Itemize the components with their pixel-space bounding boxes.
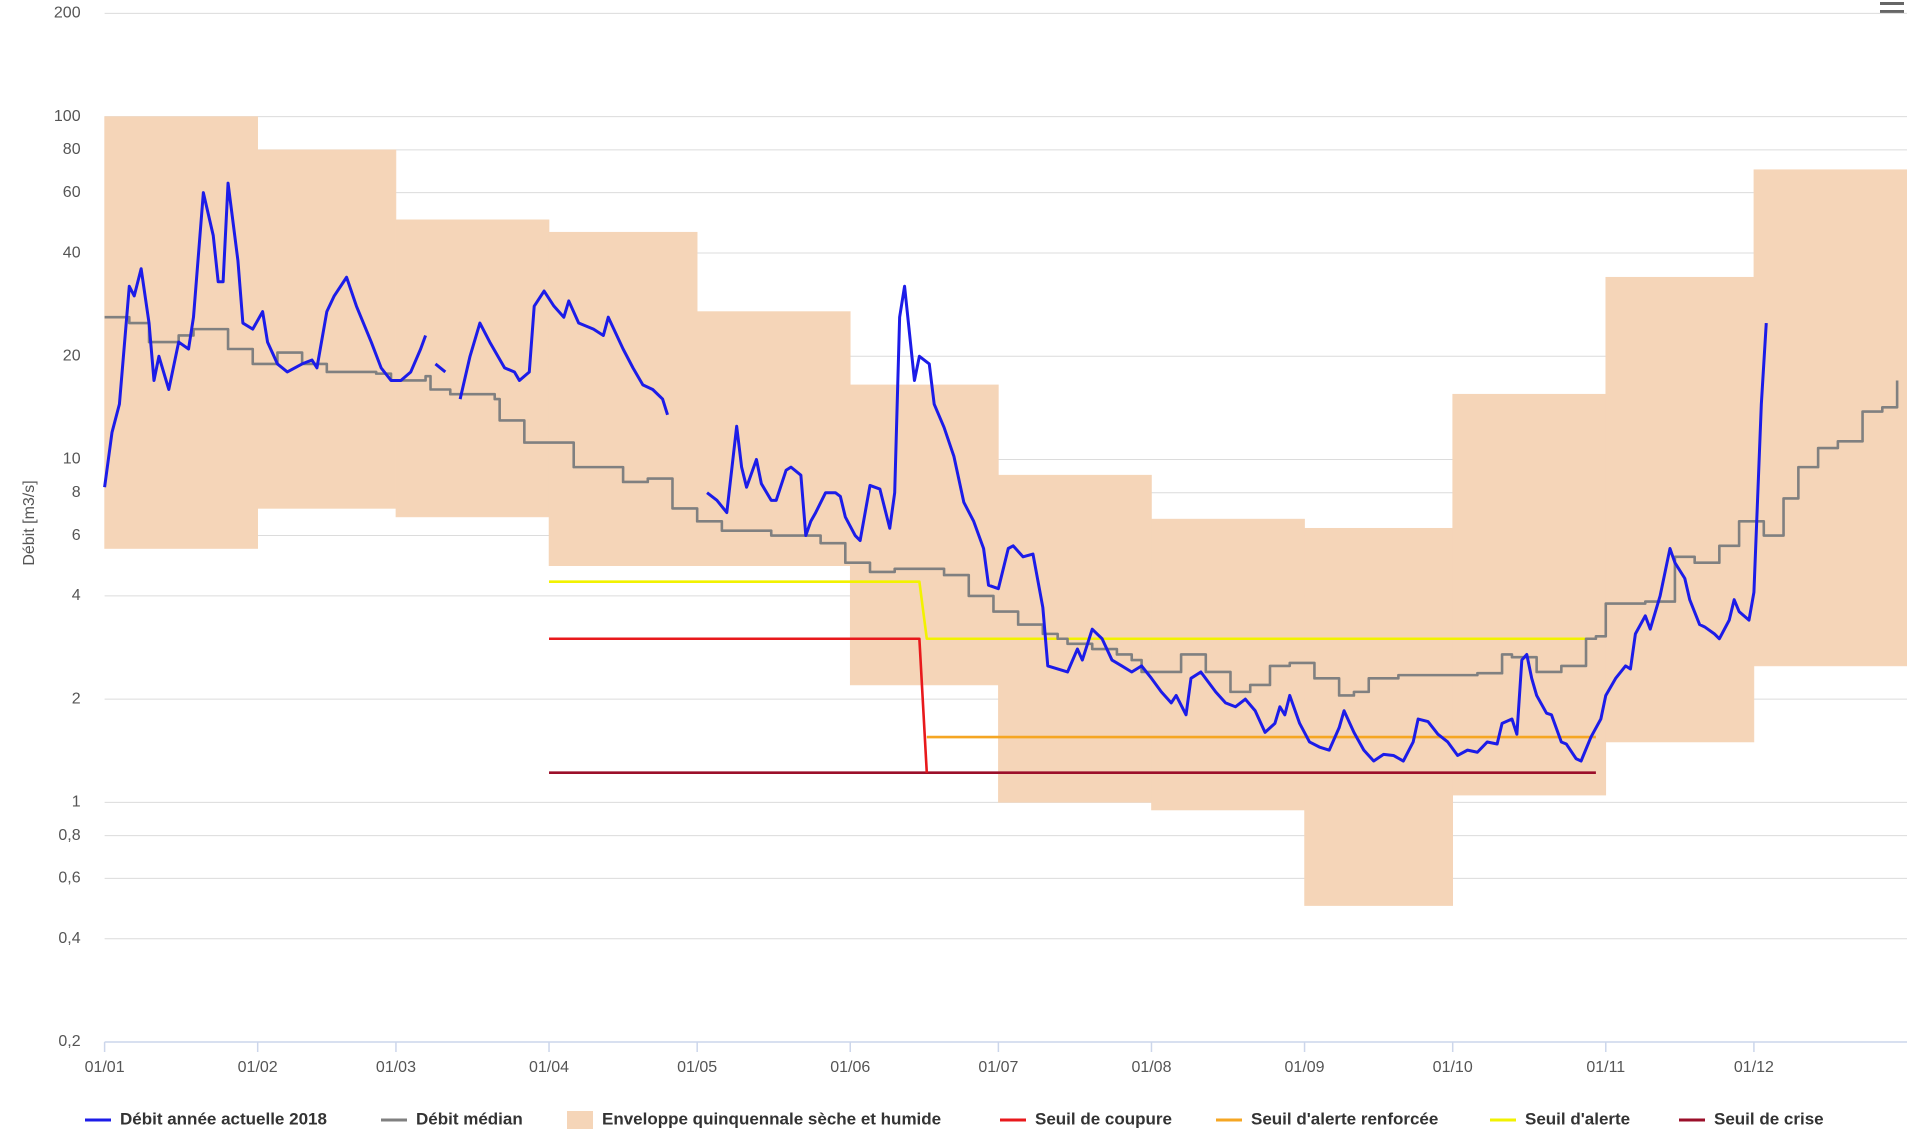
y-tick-label: 20 bbox=[63, 347, 81, 364]
series-line bbox=[549, 580, 1591, 641]
series-line bbox=[549, 637, 929, 773]
legend-label: Seuil de crise bbox=[1714, 1109, 1824, 1128]
menu-icon[interactable] bbox=[1880, 2, 1904, 13]
x-tick-label: 01/08 bbox=[1131, 1059, 1171, 1076]
x-tick-label: 01/05 bbox=[677, 1059, 717, 1076]
x-tick-label: 01/12 bbox=[1734, 1059, 1774, 1076]
y-tick-label: 0,4 bbox=[58, 930, 80, 947]
envelope-band bbox=[1452, 393, 1607, 796]
envelope-band bbox=[257, 149, 397, 509]
x-tick-label: 01/06 bbox=[830, 1059, 870, 1076]
plot-area bbox=[103, 116, 1907, 906]
y-tick-label: 0,2 bbox=[58, 1033, 80, 1050]
envelope-band bbox=[1605, 276, 1755, 743]
y-tick-label: 60 bbox=[63, 184, 81, 201]
series-line bbox=[103, 181, 1768, 763]
y-tick-label: 6 bbox=[72, 527, 81, 544]
y-tick-label: 1 bbox=[72, 794, 81, 811]
y-axis-label: Débit [m3/s] bbox=[21, 480, 38, 565]
y-tick-label: 8 bbox=[72, 484, 81, 501]
legend-label: Enveloppe quinquennale sèche et humide bbox=[602, 1109, 941, 1128]
menu-bar[interactable] bbox=[1880, 10, 1904, 13]
legend-label: Seuil de coupure bbox=[1035, 1109, 1172, 1128]
y-tick-label: 2 bbox=[72, 690, 81, 707]
x-tick-label: 01/10 bbox=[1433, 1059, 1473, 1076]
y-tick-label: 4 bbox=[72, 587, 81, 604]
envelope-band bbox=[1753, 169, 1907, 667]
legend-swatch bbox=[567, 1111, 593, 1129]
legend-label: Seuil d'alerte bbox=[1525, 1109, 1630, 1128]
legend-label: Débit année actuelle 2018 bbox=[120, 1109, 327, 1128]
x-tick-label: 01/07 bbox=[978, 1059, 1018, 1076]
x-tick-label: 01/01 bbox=[85, 1059, 125, 1076]
menu-bar[interactable] bbox=[1880, 2, 1904, 5]
envelope-band bbox=[104, 116, 258, 549]
x-tick-label: 01/11 bbox=[1586, 1059, 1625, 1076]
x-tick-label: 01/03 bbox=[376, 1059, 416, 1076]
envelope-band bbox=[1151, 518, 1305, 811]
y-tick-label: 100 bbox=[54, 108, 81, 125]
y-tick-label: 80 bbox=[63, 141, 81, 158]
y-tick-label: 0,8 bbox=[58, 827, 80, 844]
envelope-band bbox=[548, 231, 698, 567]
envelope-band bbox=[395, 219, 550, 518]
legend-label: Débit médian bbox=[416, 1109, 523, 1128]
y-tick-label: 40 bbox=[63, 244, 81, 261]
y-tick-label: 0,6 bbox=[58, 870, 80, 887]
envelope-band bbox=[696, 311, 851, 567]
x-tick-label: 01/09 bbox=[1285, 1059, 1325, 1076]
series-line bbox=[104, 315, 1899, 697]
y-tick-label: 10 bbox=[63, 451, 81, 468]
x-tick-label: 01/02 bbox=[238, 1059, 278, 1076]
x-tick-label: 01/04 bbox=[529, 1059, 569, 1076]
legend-label: Seuil d'alerte renforcée bbox=[1251, 1109, 1438, 1128]
envelope-band bbox=[1304, 527, 1453, 906]
envelope-band bbox=[849, 384, 999, 686]
y-tick-label: 200 bbox=[54, 5, 81, 22]
